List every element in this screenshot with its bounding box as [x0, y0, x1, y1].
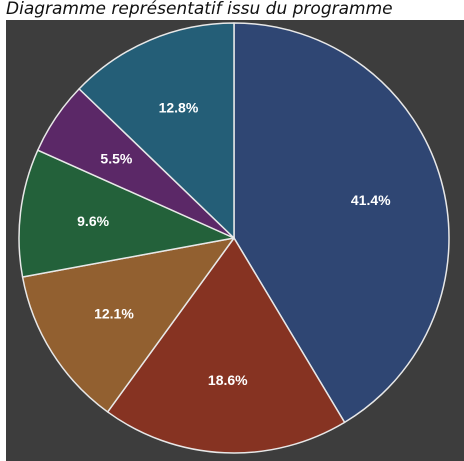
pie-slice-1 [233, 22, 450, 424]
pie-slice-2 [106, 237, 346, 454]
pie-slice-3 [21, 237, 235, 413]
pie-slice-label-6: 12.8% [159, 99, 199, 115]
pie-slice-6 [78, 22, 235, 239]
pie-slices [18, 22, 450, 454]
pie-slice-label-2: 18.6% [208, 372, 248, 388]
pie-slice-label-1: 41.4% [351, 192, 391, 208]
chart-title: Diagramme représentatif issu du programm… [6, 0, 393, 18]
pie-slice-4 [18, 149, 235, 278]
pie-chart-panel: 41.4% 18.6% 12.1% 9.6% 5.5% 12.8% [6, 20, 464, 461]
pie-slice-label-4: 9.6% [77, 213, 109, 229]
pie-chart: 41.4% 18.6% 12.1% 9.6% 5.5% 12.8% [18, 22, 450, 454]
pie-slice-label-3: 12.1% [94, 306, 134, 322]
pie-slice-label-5: 5.5% [100, 151, 132, 167]
pie-labels: 41.4% 18.6% 12.1% 9.6% 5.5% 12.8% [77, 99, 391, 387]
